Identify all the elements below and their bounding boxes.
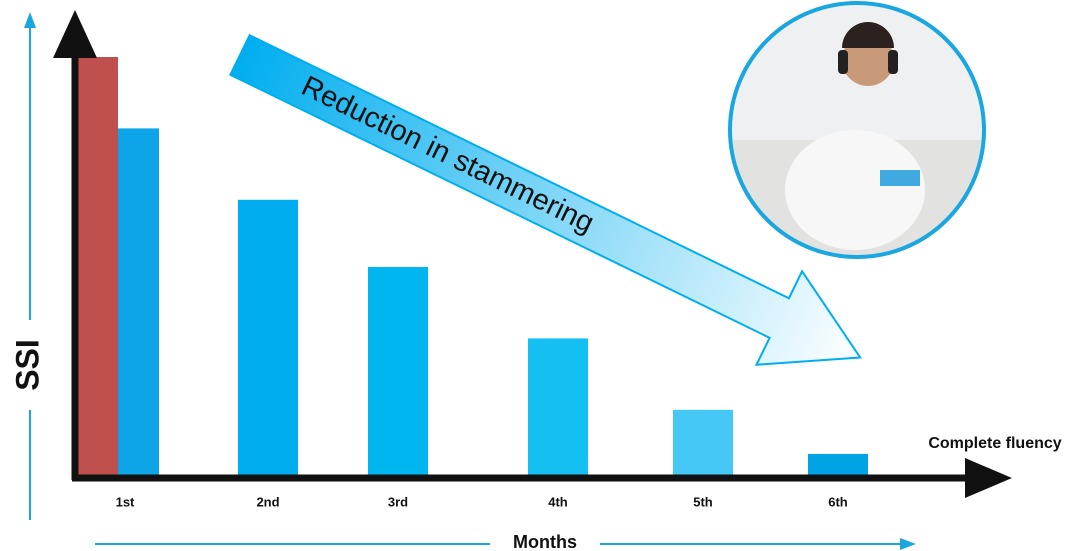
bar (238, 199, 298, 478)
x-tick-label: 5th (693, 494, 713, 509)
x-tick-label: 6th (828, 494, 848, 509)
x-tick-label: 1st (116, 494, 135, 509)
x-guide-head (900, 538, 916, 550)
x-tick-label: 3rd (388, 494, 408, 509)
end-label: Complete fluency (928, 435, 1061, 452)
bar (808, 453, 868, 477)
y-label: SSI (9, 339, 45, 391)
bar (368, 267, 428, 477)
x-tick-label: 2nd (256, 494, 279, 509)
y-guide-head (24, 12, 36, 28)
photo (731, 4, 983, 256)
photo-frame (728, 1, 986, 259)
y-axis-head (53, 10, 97, 58)
bar (673, 409, 733, 477)
bars (78, 57, 868, 478)
bar (528, 338, 588, 477)
x-axis-head (965, 458, 1012, 498)
bar (78, 57, 118, 477)
x-tick-label: 4th (548, 494, 568, 509)
bar (118, 128, 159, 477)
annotation: Reduction in stammering (296, 70, 598, 239)
x-label: Months (513, 532, 577, 551)
